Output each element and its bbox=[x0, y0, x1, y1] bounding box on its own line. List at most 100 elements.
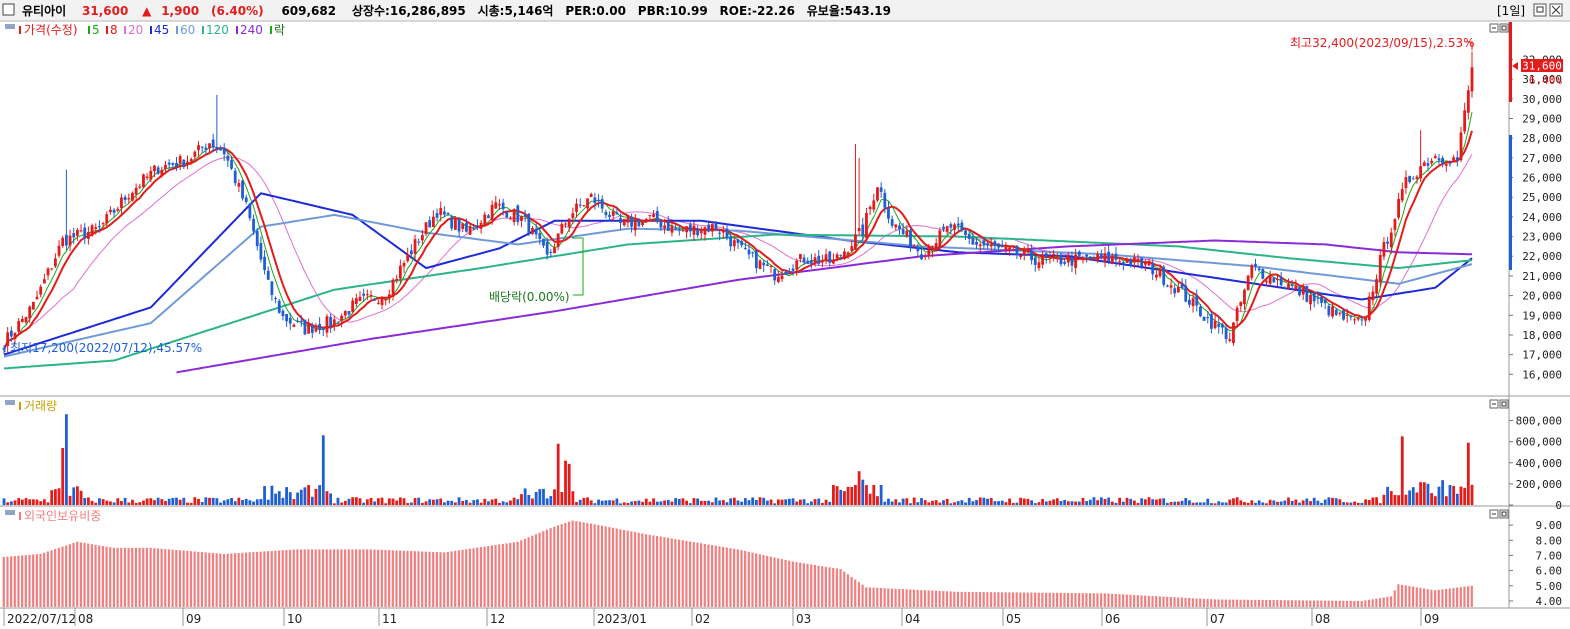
x-tick-label: 2023/01 bbox=[597, 612, 647, 626]
candle bbox=[1132, 253, 1136, 269]
candle bbox=[61, 235, 65, 248]
volume-bar bbox=[909, 503, 912, 505]
foreign-bar bbox=[1268, 599, 1272, 607]
foreign-bar bbox=[1067, 592, 1070, 607]
candle bbox=[997, 243, 1000, 253]
foreign-bar bbox=[98, 545, 101, 607]
foreign-bar bbox=[443, 552, 446, 607]
select-checkbox[interactable] bbox=[2, 3, 15, 16]
foreign-bar bbox=[615, 528, 618, 607]
volume-bar bbox=[142, 500, 145, 505]
candle bbox=[465, 218, 468, 233]
foreign-bar bbox=[325, 549, 328, 607]
candle bbox=[1463, 102, 1467, 135]
legend-ma-8: 8 bbox=[110, 23, 118, 37]
volume-bar bbox=[1386, 486, 1389, 505]
foreign-bar bbox=[1096, 593, 1099, 607]
volume-bar bbox=[1298, 502, 1301, 505]
x-tick-label: 04 bbox=[905, 612, 920, 626]
candle bbox=[883, 189, 887, 214]
foreign-bar bbox=[384, 549, 387, 607]
volume-bar bbox=[391, 498, 395, 505]
foreign-bar bbox=[644, 534, 648, 607]
candle bbox=[1099, 249, 1103, 260]
volume-bar bbox=[556, 443, 560, 505]
foreign-bar bbox=[402, 550, 405, 607]
price-tick-label: 25,000 bbox=[1522, 191, 1562, 204]
volume-bar bbox=[2, 498, 6, 505]
foreign-bar bbox=[916, 589, 919, 607]
panel-maximize-icon[interactable] bbox=[1499, 23, 1509, 33]
candle bbox=[1158, 265, 1162, 279]
volume-bar bbox=[516, 499, 520, 505]
period-button[interactable]: [1일] bbox=[1497, 4, 1525, 18]
legend-ma-swatch bbox=[150, 26, 152, 34]
candle bbox=[42, 273, 46, 284]
volume-bar bbox=[637, 500, 641, 505]
panel-maximize-icon[interactable] bbox=[1499, 509, 1509, 519]
candle bbox=[1202, 316, 1206, 321]
foreign-bar bbox=[10, 556, 13, 607]
candle bbox=[1188, 294, 1191, 308]
candle bbox=[208, 143, 211, 154]
foreign-bar bbox=[208, 552, 211, 607]
candle bbox=[655, 206, 659, 224]
listed-shares: 상장수:16,286,895 bbox=[352, 3, 466, 18]
foreign-bar bbox=[1342, 600, 1345, 607]
candle bbox=[523, 209, 527, 222]
ma20-line bbox=[3, 153, 1473, 350]
candle bbox=[13, 332, 17, 344]
current-price-arrow-icon bbox=[1512, 62, 1518, 70]
volume-bar bbox=[1221, 502, 1224, 505]
candle bbox=[964, 229, 967, 241]
close-icon[interactable] bbox=[1549, 3, 1563, 17]
volume-bar bbox=[171, 497, 175, 505]
foreign-bar bbox=[685, 540, 688, 607]
foreign-bar bbox=[252, 552, 255, 607]
candle bbox=[336, 321, 340, 325]
volume-bar bbox=[138, 502, 142, 505]
candle bbox=[1393, 217, 1397, 237]
foreign-bar bbox=[1221, 599, 1224, 607]
restore-icon[interactable] bbox=[1533, 3, 1547, 17]
volume-bar bbox=[677, 498, 681, 505]
candle bbox=[1433, 153, 1437, 159]
candle bbox=[758, 259, 762, 270]
volume-bar bbox=[270, 485, 274, 505]
volume-bar bbox=[1121, 501, 1125, 505]
candle bbox=[901, 222, 905, 235]
candle bbox=[420, 229, 424, 246]
volume-bar bbox=[1444, 496, 1448, 505]
candle bbox=[707, 220, 711, 233]
volume-bar bbox=[1470, 484, 1474, 505]
candle bbox=[813, 253, 817, 267]
foreign-bar bbox=[410, 551, 413, 607]
foreign-bar bbox=[626, 530, 629, 607]
volume-bar bbox=[956, 501, 960, 505]
foreign-bar bbox=[1239, 599, 1242, 607]
foreign-bar bbox=[1033, 592, 1037, 607]
volume-bar bbox=[1132, 500, 1136, 505]
foreign-bar bbox=[883, 588, 886, 607]
foreign-bar bbox=[663, 537, 666, 607]
volume-bar bbox=[567, 463, 571, 505]
candle bbox=[255, 228, 259, 251]
foreign-tick-label: 6.00 bbox=[1536, 565, 1563, 578]
candle bbox=[949, 222, 953, 235]
volume-bar bbox=[1257, 500, 1261, 505]
legend-ma-swatch bbox=[124, 26, 126, 34]
dividend-leader bbox=[572, 237, 584, 296]
candle bbox=[175, 156, 178, 171]
volume-bar bbox=[1022, 498, 1026, 505]
foreign-bar bbox=[6, 556, 9, 607]
volume-bar bbox=[883, 501, 887, 505]
volume-bar bbox=[1243, 502, 1246, 505]
foreign-bar bbox=[964, 591, 967, 607]
reserve-ratio: 유보율:543.19 bbox=[807, 4, 891, 18]
foreign-bar bbox=[909, 589, 912, 607]
foreign-bar bbox=[758, 554, 761, 607]
volume-bar bbox=[523, 488, 527, 505]
panel-maximize-icon[interactable] bbox=[1499, 399, 1509, 409]
foreign-bar bbox=[509, 542, 512, 607]
foreign-bar bbox=[733, 548, 736, 607]
